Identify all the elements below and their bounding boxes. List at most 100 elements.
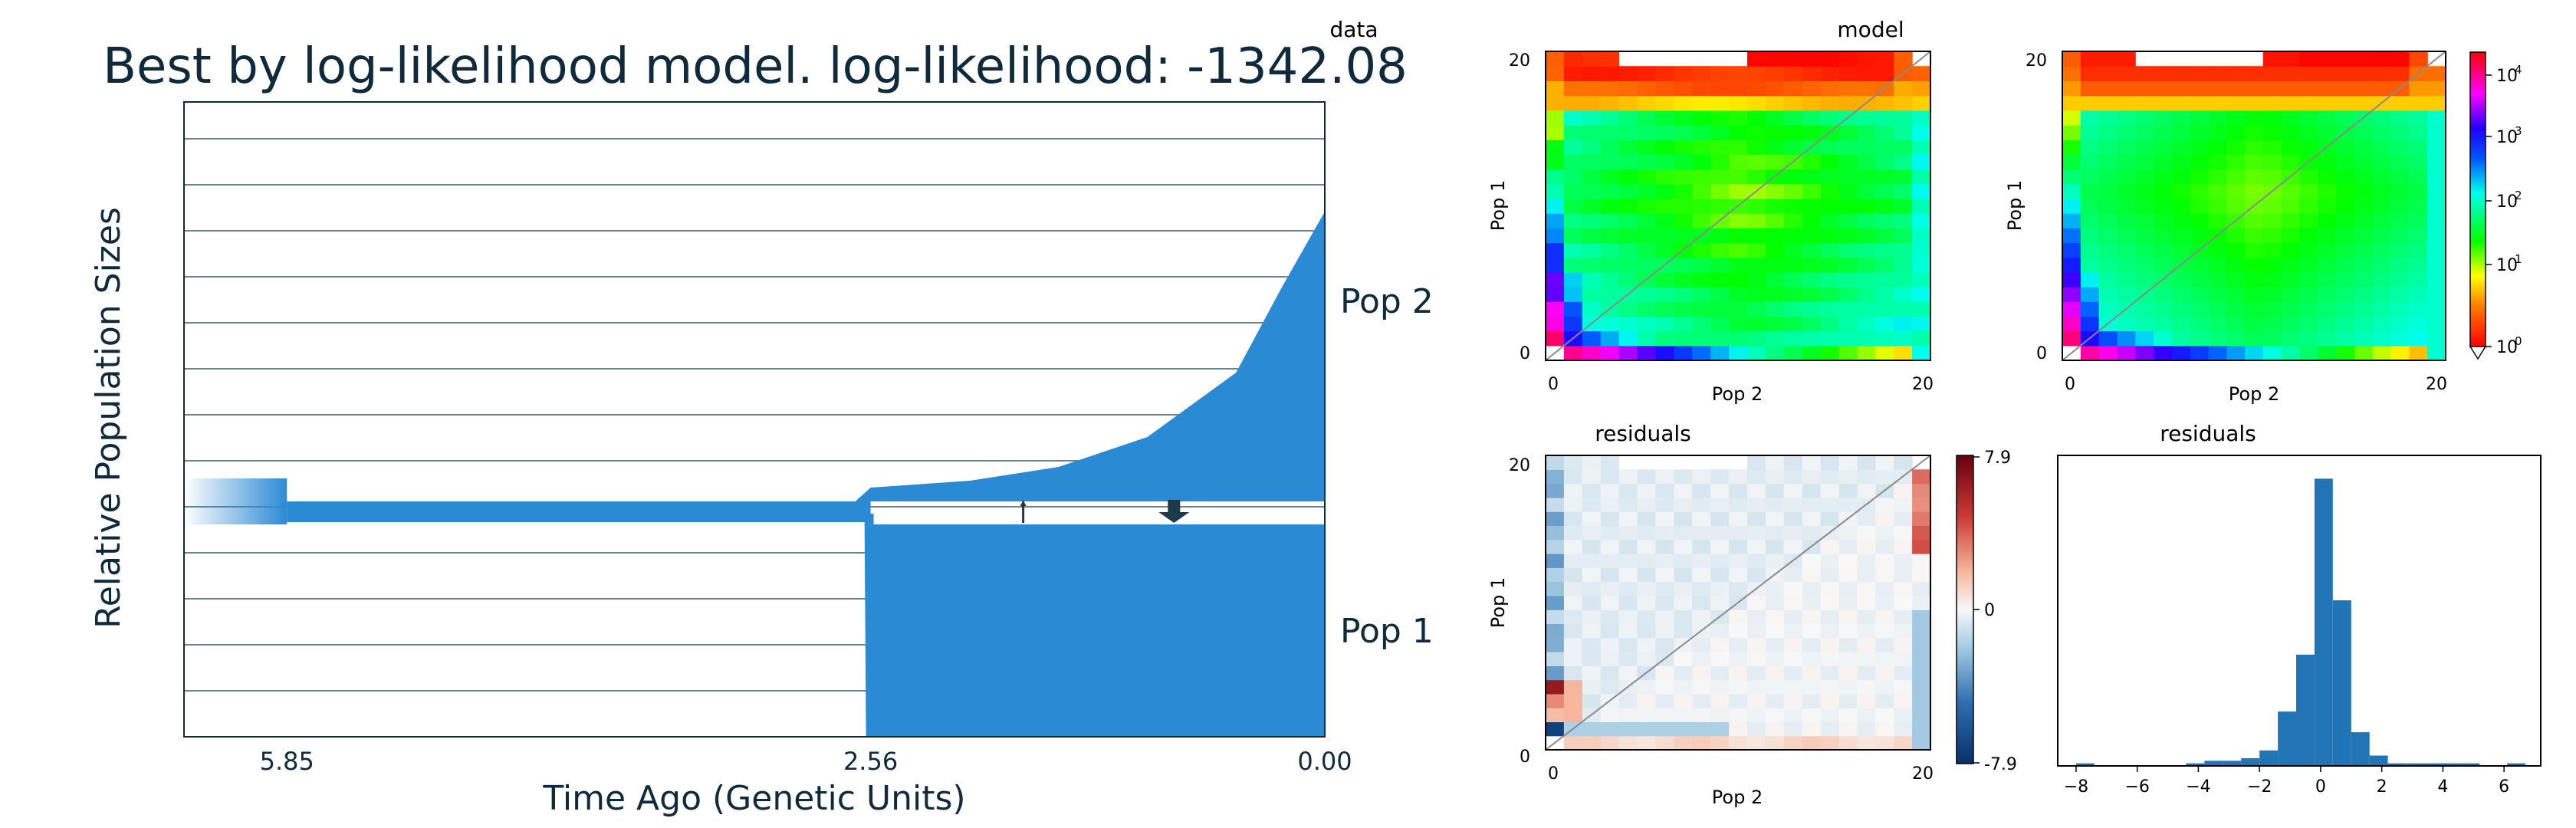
heatmap-cell (1765, 154, 1785, 170)
heatmap-cell (2245, 125, 2264, 140)
heatmap-cell (1618, 708, 1638, 722)
heatmap-cell (1674, 95, 1693, 111)
heatmap-cell (2409, 80, 2428, 97)
heatmap-cell (1875, 287, 1894, 302)
heatmap-cell (1655, 554, 1674, 568)
heatmap-cell (1857, 198, 1876, 214)
residual-histogram-bars (2075, 478, 2525, 767)
heatmap-cell (1655, 301, 1674, 317)
heatmap-cell (1747, 287, 1766, 302)
heatmap-cell (1747, 554, 1766, 568)
model-heatmap-y-label: Pop 1 (2004, 180, 2026, 231)
heatmap-cell (1674, 735, 1693, 751)
heatmap-cell (1857, 554, 1876, 568)
heatmap-cell (2171, 198, 2191, 214)
demography-x-axis-label: Time Ago (Genetic Units) (542, 779, 965, 818)
heatmap-cell (2336, 66, 2355, 81)
histogram-tick-label: 0 (2315, 777, 2326, 797)
heatmap-cell (2171, 110, 2191, 126)
heatmap-cell (2062, 257, 2082, 273)
heatmap-cell (2262, 169, 2282, 185)
heatmap-cell (1838, 721, 1858, 737)
heatmap-cell (1747, 693, 1766, 708)
heatmap-cell (1747, 539, 1766, 554)
heatmap-cell (2098, 257, 2118, 273)
heatmap-cell (1710, 735, 1730, 751)
heatmap-cell (1783, 242, 1803, 258)
heatmap-cell (1894, 169, 1913, 185)
heatmap-cell (1729, 610, 1748, 624)
residual-colorbar-ticks: 7.9 0 -7.9 (1973, 449, 2017, 774)
heatmap-cell (1820, 95, 1840, 111)
heatmap-cell (1747, 497, 1766, 512)
heatmap-cell (1894, 242, 1913, 258)
heatmap-cell (2281, 110, 2301, 126)
heatmap-cell (2318, 198, 2337, 214)
heatmap-cell (2171, 213, 2191, 228)
heatmap-cell (2135, 242, 2154, 258)
heatmap-cell (1710, 271, 1730, 288)
heatmap-cell (1838, 539, 1858, 554)
heatmap-cell (2409, 242, 2428, 258)
heatmap-cell (2208, 154, 2227, 170)
heatmap-cell (1875, 455, 1894, 470)
model-heatmap-x-tick-0: 0 (2065, 375, 2075, 394)
heatmap-cell (1783, 110, 1803, 126)
heatmap-cell (2336, 316, 2355, 332)
heatmap-cell (1618, 525, 1638, 540)
heatmap-cell (2171, 140, 2191, 155)
colorbar-tick-exponent: 1 (2515, 252, 2522, 266)
heatmap-cell (1838, 140, 1858, 155)
heatmap-cell (1802, 301, 1822, 317)
heatmap-cell (1637, 330, 1656, 347)
heatmap-cell (2281, 301, 2301, 317)
heatmap-cell (2390, 228, 2410, 244)
heatmap-cell (1857, 110, 1876, 126)
heatmap-cell (1894, 51, 1913, 67)
heatmap-cell (2080, 242, 2100, 258)
heatmap-cell (2080, 110, 2100, 126)
heatmap-cell (2135, 110, 2154, 126)
heatmap-cell (1894, 637, 1913, 652)
heatmap-cell (1838, 581, 1858, 596)
heatmap-cell (1838, 257, 1858, 273)
heatmap-cell (1820, 271, 1840, 288)
heatmap-cell (2062, 301, 2082, 317)
heatmap-cell (1582, 539, 1602, 554)
heatmap-cell (1857, 652, 1876, 666)
heatmap-cell (1747, 469, 1766, 485)
heatmap-cell (1600, 721, 1620, 737)
heatmap-cell (1747, 169, 1766, 185)
heatmap-cell (2154, 110, 2173, 126)
heatmap-cell (1563, 665, 1583, 681)
heatmap-cell (1674, 693, 1693, 708)
heatmap-cell (2154, 154, 2173, 170)
heatmap-cell (1747, 721, 1766, 737)
heatmap-cell (1637, 652, 1656, 666)
heatmap-cell (1802, 483, 1822, 498)
model-heatmap-frame (2062, 51, 2446, 361)
heatmap-cell (2062, 154, 2082, 170)
heatmap-cell (2245, 287, 2264, 302)
heatmap-cell (1729, 525, 1748, 540)
heatmap-cell (1875, 525, 1894, 540)
heatmap-cell (1765, 316, 1785, 332)
heatmap-cell (1857, 330, 1876, 347)
heatmap-cell (1729, 567, 1748, 583)
heatmap-cell (1563, 525, 1583, 540)
heatmap-cell (1765, 637, 1785, 652)
heatmap-cell (2098, 242, 2118, 258)
heatmap-cell (1563, 257, 1583, 273)
histogram-bar (2332, 600, 2351, 766)
heatmap-cell (2299, 51, 2318, 67)
heatmap-cell (1546, 567, 1565, 583)
heatmap-cell (1912, 330, 1931, 347)
heatmap-cell (1820, 140, 1840, 155)
heatmap-cell (2372, 169, 2392, 185)
heatmap-cell (1875, 257, 1894, 273)
heatmap-cell (1729, 301, 1748, 317)
heatmap-cell (1802, 80, 1822, 97)
heatmap-cell (1820, 213, 1840, 228)
heatmap-cell (1710, 497, 1730, 512)
